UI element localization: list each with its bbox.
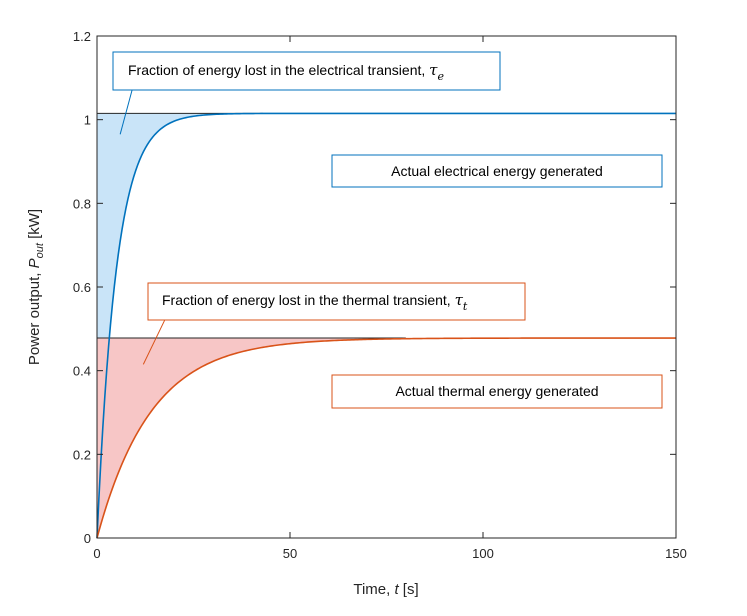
electrical-lost-symbol: τ [429,61,438,79]
x-tick-label: 0 [93,546,100,561]
electrical-lost-box [112,51,501,91]
axis-ticks [96,35,677,539]
electrical-lost-annotation: Fraction of energy lost in the electrica… [112,51,501,91]
electrical-actual-box [331,154,663,188]
y-tick-label: 0.4 [73,364,91,379]
thermal-lost-energy-fill [97,338,676,538]
x-tick-label: 150 [665,546,687,561]
y-tick-label: 0.2 [73,447,91,462]
thermal-power-curve [96,337,676,539]
thermal-lost-pointer [142,320,166,365]
svg-text:Fraction of energy lost in the: Fraction of energy lost in the electrica… [128,61,444,83]
electrical-lost-subscript: e [437,70,444,83]
thermal-lost-text: Fraction of energy lost in the thermal t… [162,292,455,308]
thermal-actual-annotation: Actual thermal energy generated [331,374,663,409]
svg-text:Fraction of energy lost in the: Fraction of energy lost in the thermal t… [162,291,468,313]
electrical-actual-text: Actual electrical energy generated [391,163,603,179]
electrical-power-curve [96,112,676,539]
y-tick-label: 0.8 [73,196,91,211]
axis-tick-labels: 0 50 100 150 0 0.2 0.4 0.6 0.8 1 1.2 [73,29,687,561]
thermal-lost-subscript: t [463,300,468,313]
y-tick-label: 1.2 [73,29,91,44]
y-axis-label: Power output, Pout [kW] [26,209,46,365]
thermal-lost-box [147,282,526,321]
thermal-actual-box [331,374,663,409]
electrical-lost-pointer [119,83,135,135]
x-axis-label: Time, t [s] [353,581,418,598]
thermal-lost-annotation: Fraction of energy lost in the thermal t… [147,282,526,321]
y-tick-label: 0.6 [73,280,91,295]
electrical-actual-annotation: Actual electrical energy generated [331,154,663,188]
y-tick-label: 0 [84,531,91,546]
electrical-lost-text: Fraction of energy lost in the electrica… [128,62,429,78]
x-tick-label: 50 [283,546,297,561]
thermal-lost-symbol: τ [455,291,464,309]
thermal-actual-text: Actual thermal energy generated [395,383,598,399]
y-tick-label: 1 [84,113,91,128]
x-tick-label: 100 [472,546,494,561]
